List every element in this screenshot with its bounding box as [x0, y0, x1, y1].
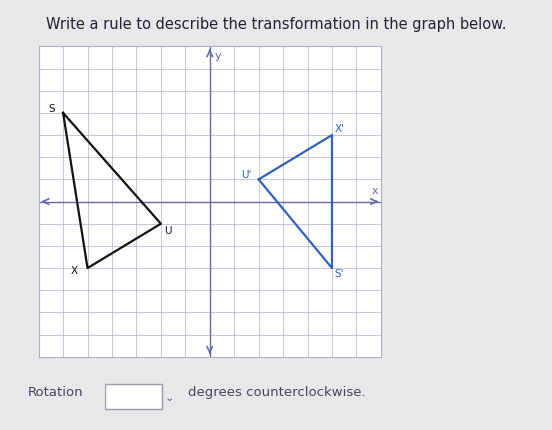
Text: x: x: [372, 185, 379, 196]
FancyBboxPatch shape: [105, 384, 162, 409]
Text: Write a rule to describe the transformation in the graph below.: Write a rule to describe the transformat…: [46, 17, 506, 32]
Text: degrees counterclockwise.: degrees counterclockwise.: [188, 385, 365, 398]
Text: S': S': [335, 268, 344, 278]
Text: Rotation: Rotation: [28, 385, 83, 398]
Text: S: S: [49, 104, 55, 114]
Text: y: y: [215, 51, 221, 61]
Text: X: X: [71, 265, 77, 275]
Text: U': U': [242, 170, 252, 180]
Text: U: U: [164, 225, 172, 235]
Text: X': X': [335, 123, 344, 133]
Text: ⌄: ⌄: [164, 392, 174, 402]
